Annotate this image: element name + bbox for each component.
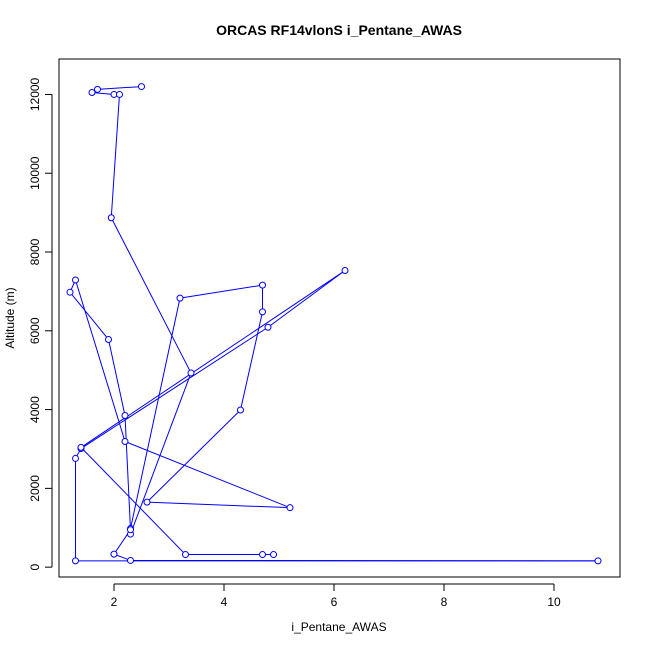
data-point: [143, 498, 151, 506]
series-segment: [146, 409, 241, 503]
series-segment: [110, 217, 192, 374]
series-segment: [146, 501, 291, 509]
x-tick-label: 8: [441, 595, 448, 609]
series-segment: [80, 447, 186, 555]
data-point: [286, 504, 294, 512]
data-point: [176, 294, 184, 302]
data-point: [182, 551, 189, 559]
x-tick-label: 2: [111, 595, 118, 609]
series-segment: [110, 94, 120, 218]
data-point: [72, 557, 79, 565]
series-segment: [108, 339, 126, 416]
data-point: [110, 550, 118, 558]
data-point: [107, 214, 115, 222]
series-segment: [267, 270, 346, 328]
data-point: [105, 335, 112, 343]
series-segment: [91, 91, 115, 95]
data-point: [127, 556, 134, 564]
y-tick-label: 10000: [28, 156, 42, 190]
data-point: [270, 551, 277, 559]
y-axis-label: Altitude (m): [3, 287, 17, 348]
series-segment: [124, 441, 291, 509]
x-tick-label: 4: [221, 595, 228, 609]
x-axis-label: i_Pentane_AWAS: [291, 620, 386, 634]
data-point: [259, 308, 266, 316]
y-tick-label: 2000: [28, 475, 42, 502]
data-point: [187, 369, 195, 377]
series-segment: [240, 311, 263, 411]
data-point: [72, 454, 79, 462]
data-point: [77, 443, 85, 451]
series-segment: [124, 415, 131, 530]
data-point: [127, 526, 134, 534]
data-point: [94, 85, 101, 93]
plot-frame: [58, 58, 621, 578]
data-point: [259, 281, 266, 289]
series-segment: [75, 279, 126, 442]
data-point: [88, 88, 96, 96]
data-series: [66, 83, 602, 565]
series-segment: [80, 270, 346, 448]
data-point: [72, 276, 79, 284]
y-tick-label: 8000: [28, 238, 42, 265]
data-point: [259, 551, 266, 559]
x-axis: 2 4 6 8 10: [111, 583, 561, 609]
y-axis: 0 2000 4000 6000 8000 10000 12000: [28, 77, 53, 570]
data-point: [121, 411, 129, 419]
chart-title: ORCAS RF14vlonS i_Pentane_AWAS: [216, 22, 462, 38]
data-point: [66, 288, 74, 296]
y-tick-label: 0: [28, 563, 42, 570]
data-point: [264, 323, 272, 331]
y-tick-label: 12000: [28, 77, 42, 111]
data-point: [116, 90, 123, 98]
data-point: [594, 557, 602, 565]
series-segment: [179, 284, 263, 299]
y-tick-label: 6000: [28, 317, 42, 344]
data-point: [121, 437, 129, 445]
series-segment: [97, 86, 142, 90]
y-tick-label: 4000: [28, 396, 42, 423]
data-point: [237, 406, 244, 414]
x-tick-label: 6: [331, 595, 338, 609]
series-segment: [130, 372, 192, 535]
series-segment: [69, 291, 109, 340]
x-tick-label: 10: [547, 595, 561, 609]
data-point: [138, 83, 145, 91]
series-segment: [130, 298, 181, 529]
series-segment: [80, 326, 269, 450]
data-point: [341, 267, 349, 275]
